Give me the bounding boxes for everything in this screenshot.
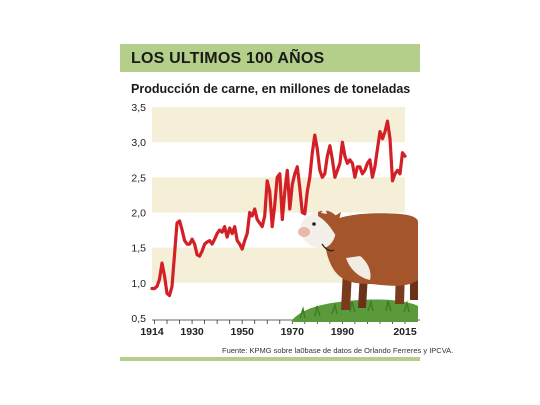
grid-band (152, 107, 405, 143)
x-tick-label: 1970 (281, 326, 305, 338)
footer-rule (120, 357, 420, 361)
y-tick-label: 2,0 (131, 208, 146, 220)
hereford-cow-on-grass-icon (292, 207, 418, 322)
x-tick-label: 1950 (230, 326, 254, 338)
x-tick-label: 1914 (140, 326, 164, 338)
series-line (150, 119, 407, 298)
chart-title: LOS ULTIMOS 100 AÑOS (131, 50, 325, 67)
y-tick-label: 3,5 (131, 102, 146, 114)
x-tick-label: 2015 (393, 326, 417, 338)
grid-band (152, 177, 405, 213)
cow-body (325, 213, 418, 286)
x-tick-label: 1930 (180, 326, 204, 338)
y-tick-label: 2,5 (131, 172, 146, 184)
y-axis-tick-labels: 0,5 1,0 1,5 2,0 2,5 3,0 3,5 (131, 102, 146, 325)
chart-subtitle: Producción de carne, en millones de tone… (131, 82, 411, 96)
series-layer (150, 119, 407, 298)
y-tick-label: 3,0 (131, 137, 146, 149)
y-tick-label: 1,0 (131, 278, 146, 290)
x-tick-label: 1990 (331, 326, 355, 338)
header-band (120, 44, 420, 72)
y-tick-label: 0,5 (131, 313, 146, 325)
x-axis-tick-labels: 1914 1930 1950 1970 1990 2015 (140, 326, 417, 338)
y-tick-label: 1,5 (131, 243, 146, 255)
source-note: Fuente: KPMG sobre la0base de datos de O… (222, 346, 454, 355)
